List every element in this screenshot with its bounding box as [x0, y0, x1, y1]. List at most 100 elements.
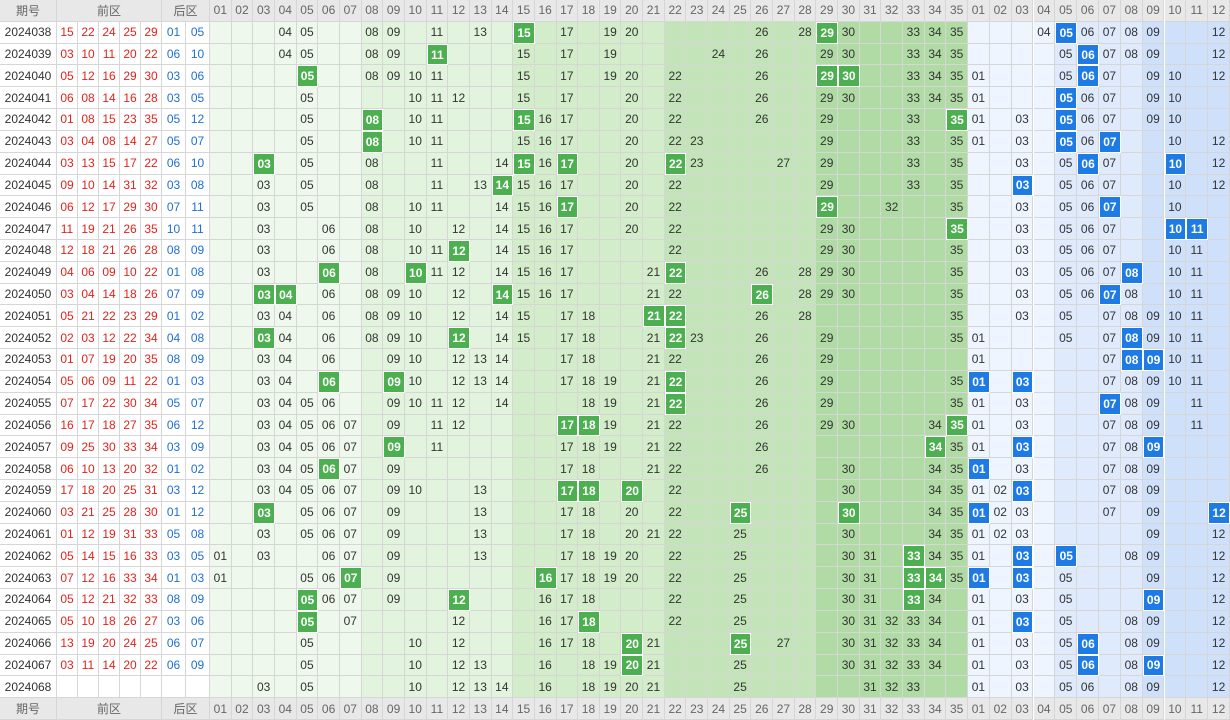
front-trend-number: 30	[838, 654, 860, 677]
front-column-label: 25	[729, 0, 752, 22]
front-trend-number: 22	[664, 349, 687, 371]
front-cell	[859, 414, 882, 437]
back-trend-number: 09	[1142, 327, 1165, 350]
front-cell	[404, 501, 427, 524]
front-trend-number: 22	[664, 152, 687, 175]
front-cell	[210, 676, 232, 699]
front-cell	[210, 610, 232, 633]
front-cell	[339, 196, 362, 219]
front-cell	[794, 218, 817, 240]
front-cell	[383, 632, 405, 655]
back-cell	[1033, 523, 1056, 546]
front-draw: 22	[99, 305, 120, 328]
back-draw: 01	[162, 305, 186, 328]
back-trend-number: 03	[1011, 261, 1034, 284]
back-trend-number: 06	[1077, 21, 1099, 44]
front-trend-number: 05	[296, 610, 319, 633]
front-cell	[708, 370, 730, 393]
front-draw: 08	[78, 109, 99, 131]
front-trend-number: 32	[881, 196, 904, 219]
front-trend-number: 06	[318, 305, 340, 328]
front-trend-number: 18	[578, 567, 600, 590]
back-trend-number: 09	[1142, 458, 1165, 480]
front-trend-number: 13	[469, 676, 492, 699]
front-trend-number: 22	[664, 610, 687, 633]
front-draw: 21	[78, 501, 99, 524]
front-cell	[729, 305, 752, 328]
back-cell	[989, 654, 1012, 677]
front-trend-number: 05	[296, 43, 319, 66]
front-cell	[361, 567, 384, 590]
front-trend-number: 10	[404, 261, 427, 284]
front-cell	[426, 654, 449, 677]
back-trend-number: 07	[1099, 87, 1121, 110]
front-draw: 12	[78, 523, 99, 546]
front-trend-number: 16	[534, 610, 557, 633]
front-cell	[404, 523, 427, 546]
front-cell	[404, 610, 427, 633]
front-cell	[599, 196, 622, 219]
back-trend-number: 05	[1055, 240, 1078, 262]
back-cell	[1186, 65, 1209, 88]
front-cell	[816, 501, 839, 524]
front-trend-number: 15	[513, 196, 535, 219]
front-cell	[881, 589, 904, 611]
back-trend-number: 03	[1011, 130, 1034, 153]
front-trend-number: 03	[253, 327, 275, 350]
back-trend-number: 09	[1142, 43, 1165, 66]
front-column-label: 33	[903, 0, 925, 22]
period: 2024040	[0, 65, 57, 88]
front-column-label: 16	[534, 698, 557, 720]
front-cell	[621, 305, 644, 328]
back-trend-number: 05	[1055, 196, 1078, 219]
back-cell	[1164, 589, 1187, 611]
back-cell	[1077, 523, 1099, 546]
back-trend-number: 06	[1077, 240, 1099, 262]
back-cell	[1033, 458, 1056, 480]
front-cell	[231, 654, 254, 677]
front-trend-number: 07	[339, 414, 362, 437]
front-trend-number: 25	[729, 545, 752, 568]
front-trend-number: 12	[448, 240, 470, 262]
back-cell	[1077, 610, 1099, 633]
front-cell	[816, 523, 839, 546]
front-trend-number: 29	[816, 392, 839, 415]
front-cell	[469, 240, 492, 262]
front-trend-number: 05	[296, 414, 319, 437]
front-draw: 15	[99, 545, 120, 568]
front-cell	[643, 152, 665, 175]
front-cell	[881, 458, 904, 480]
front-trend-number: 11	[426, 414, 449, 437]
front-draw: 33	[141, 545, 162, 568]
front-trend-number: 34	[924, 632, 947, 655]
front-cell	[534, 370, 557, 393]
front-column-label: 04	[274, 0, 297, 22]
back-trend-number: 01	[968, 130, 990, 153]
front-trend-number: 03	[253, 370, 275, 393]
back-draw: 03	[186, 370, 210, 393]
front-cell	[686, 545, 709, 568]
front-draw: 13	[57, 632, 78, 655]
back-cell	[1208, 305, 1230, 328]
back-trend-number: 03	[1011, 392, 1034, 415]
back-draw: 07	[162, 196, 186, 219]
back-cell	[1033, 654, 1056, 677]
period: 2024063	[0, 567, 57, 590]
front-trend-number: 08	[361, 109, 384, 131]
front-trend-number: 14	[491, 305, 514, 328]
front-trend-number: 18	[578, 458, 600, 480]
back-cell	[1077, 370, 1099, 393]
front-cell	[361, 610, 384, 633]
front-column-label: 03	[253, 698, 275, 720]
front-cell	[339, 261, 362, 284]
front-cell	[708, 174, 730, 197]
back-trend-number: 06	[1077, 654, 1099, 677]
front-cell	[296, 327, 319, 350]
front-trend-number: 15	[513, 87, 535, 110]
back-trend-number: 01	[968, 654, 990, 677]
back-cell	[1055, 458, 1078, 480]
back-column-label: 07	[1099, 698, 1121, 720]
front-column-label: 12	[448, 0, 470, 22]
front-cell	[794, 196, 817, 219]
front-trend-number: 14	[491, 174, 514, 197]
